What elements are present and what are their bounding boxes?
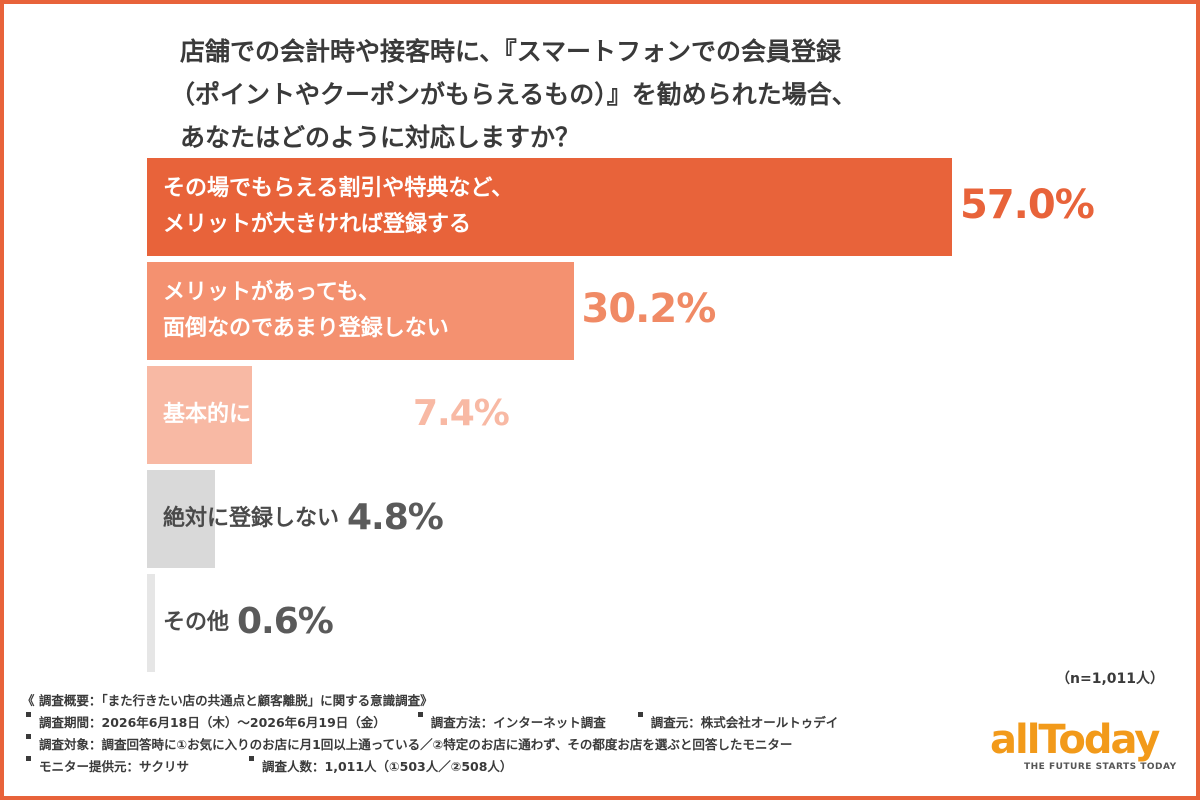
sample-size: （n=1,011人） <box>1056 671 1164 687</box>
bar-5 <box>147 574 156 672</box>
bar-4 <box>147 470 215 568</box>
bar-label-1-line-1: その場でもらえる割引や特典など、 <box>163 176 514 201</box>
bar-value-1: 57.0% <box>960 182 1095 229</box>
bar-label-1: その場でもらえる割引や特典など、 メリットが大きければ登録する <box>163 171 513 243</box>
survey-overview: 《 調査概要：「また行きたい店の共通点と顧客離脱」に関する意識調査》 <box>22 693 433 708</box>
logo-tagline: THE FUTURE STARTS TODAY <box>1024 762 1177 772</box>
bar-label-2: メリットがあっても、面倒なのであまり登録しない <box>163 275 449 347</box>
bar-label-1-line-2: メリットが大きければ登録する <box>163 212 472 237</box>
monitor-provider: モニター提供元：サクリサ <box>39 759 190 774</box>
bar-2 <box>147 262 574 360</box>
bar-value-4: 4.8% <box>347 496 444 538</box>
bar-label-5: その他 <box>163 605 229 641</box>
survey-respondents: 調査人数：1,011人（①503人／②508人） <box>262 759 513 774</box>
bar-label-3: 基本的にいつも登録する <box>163 397 405 433</box>
alltoday-logo: allToday THE FUTURE STARTS TODAY <box>990 718 1190 788</box>
survey-period: 調査期間：2026年6月18日（木）〜2026年6月19日（金） <box>39 715 386 730</box>
survey-target: 調査対象：調査回答時に①お気に入りのお店に月1回以上通っている／②特定のお店に通… <box>39 737 793 752</box>
title-line-2: （ポイントやクーポンがもらえるもの）』を勧められた場合、 <box>170 80 857 109</box>
bar-label-5-line-1: その他 <box>163 610 230 635</box>
bar-value-5: 0.6% <box>237 600 334 642</box>
survey-source: 調査元：株式会社オールトゥデイ <box>650 715 839 730</box>
title-line-1: 店舗での会計時や接客時に、『スマートフォンでの会員登録 <box>180 37 842 66</box>
bar-label-4-line-1: 絶対に登録しない <box>163 506 340 531</box>
bar-value-3: 7.4% <box>413 392 510 434</box>
bar-label-4: 絶対に登録しない <box>163 501 339 537</box>
bar-3 <box>147 366 252 464</box>
bar-value-2: 30.2% <box>581 286 717 333</box>
bar-label-3-line-1: 基本的にいつも登録する <box>163 402 406 427</box>
survey-notes: 《 調査概要：「また行きたい店の共通点と顧客離脱」に関する意識調査》 調査期間：… <box>22 690 982 778</box>
survey-method: 調査方法：インターネット調査 <box>430 715 606 730</box>
bar-label-2-line-2: 面倒なのであまり登録しない <box>163 316 449 341</box>
logo-wordmark: allToday <box>990 717 1160 763</box>
title-line-3: あなたはどのように対応しますか？ <box>180 123 581 152</box>
bar-1 <box>147 158 952 256</box>
bar-label-2-line-1: メリットがあっても、 <box>163 280 381 305</box>
chart-title: 店舗での会計時や接客時に、『スマートフォンでの会員登録 （ポイントやクーポンがも… <box>170 30 1140 159</box>
